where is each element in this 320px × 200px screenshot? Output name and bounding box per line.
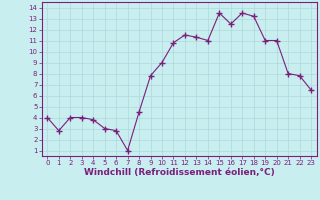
X-axis label: Windchill (Refroidissement éolien,°C): Windchill (Refroidissement éolien,°C): [84, 168, 275, 177]
